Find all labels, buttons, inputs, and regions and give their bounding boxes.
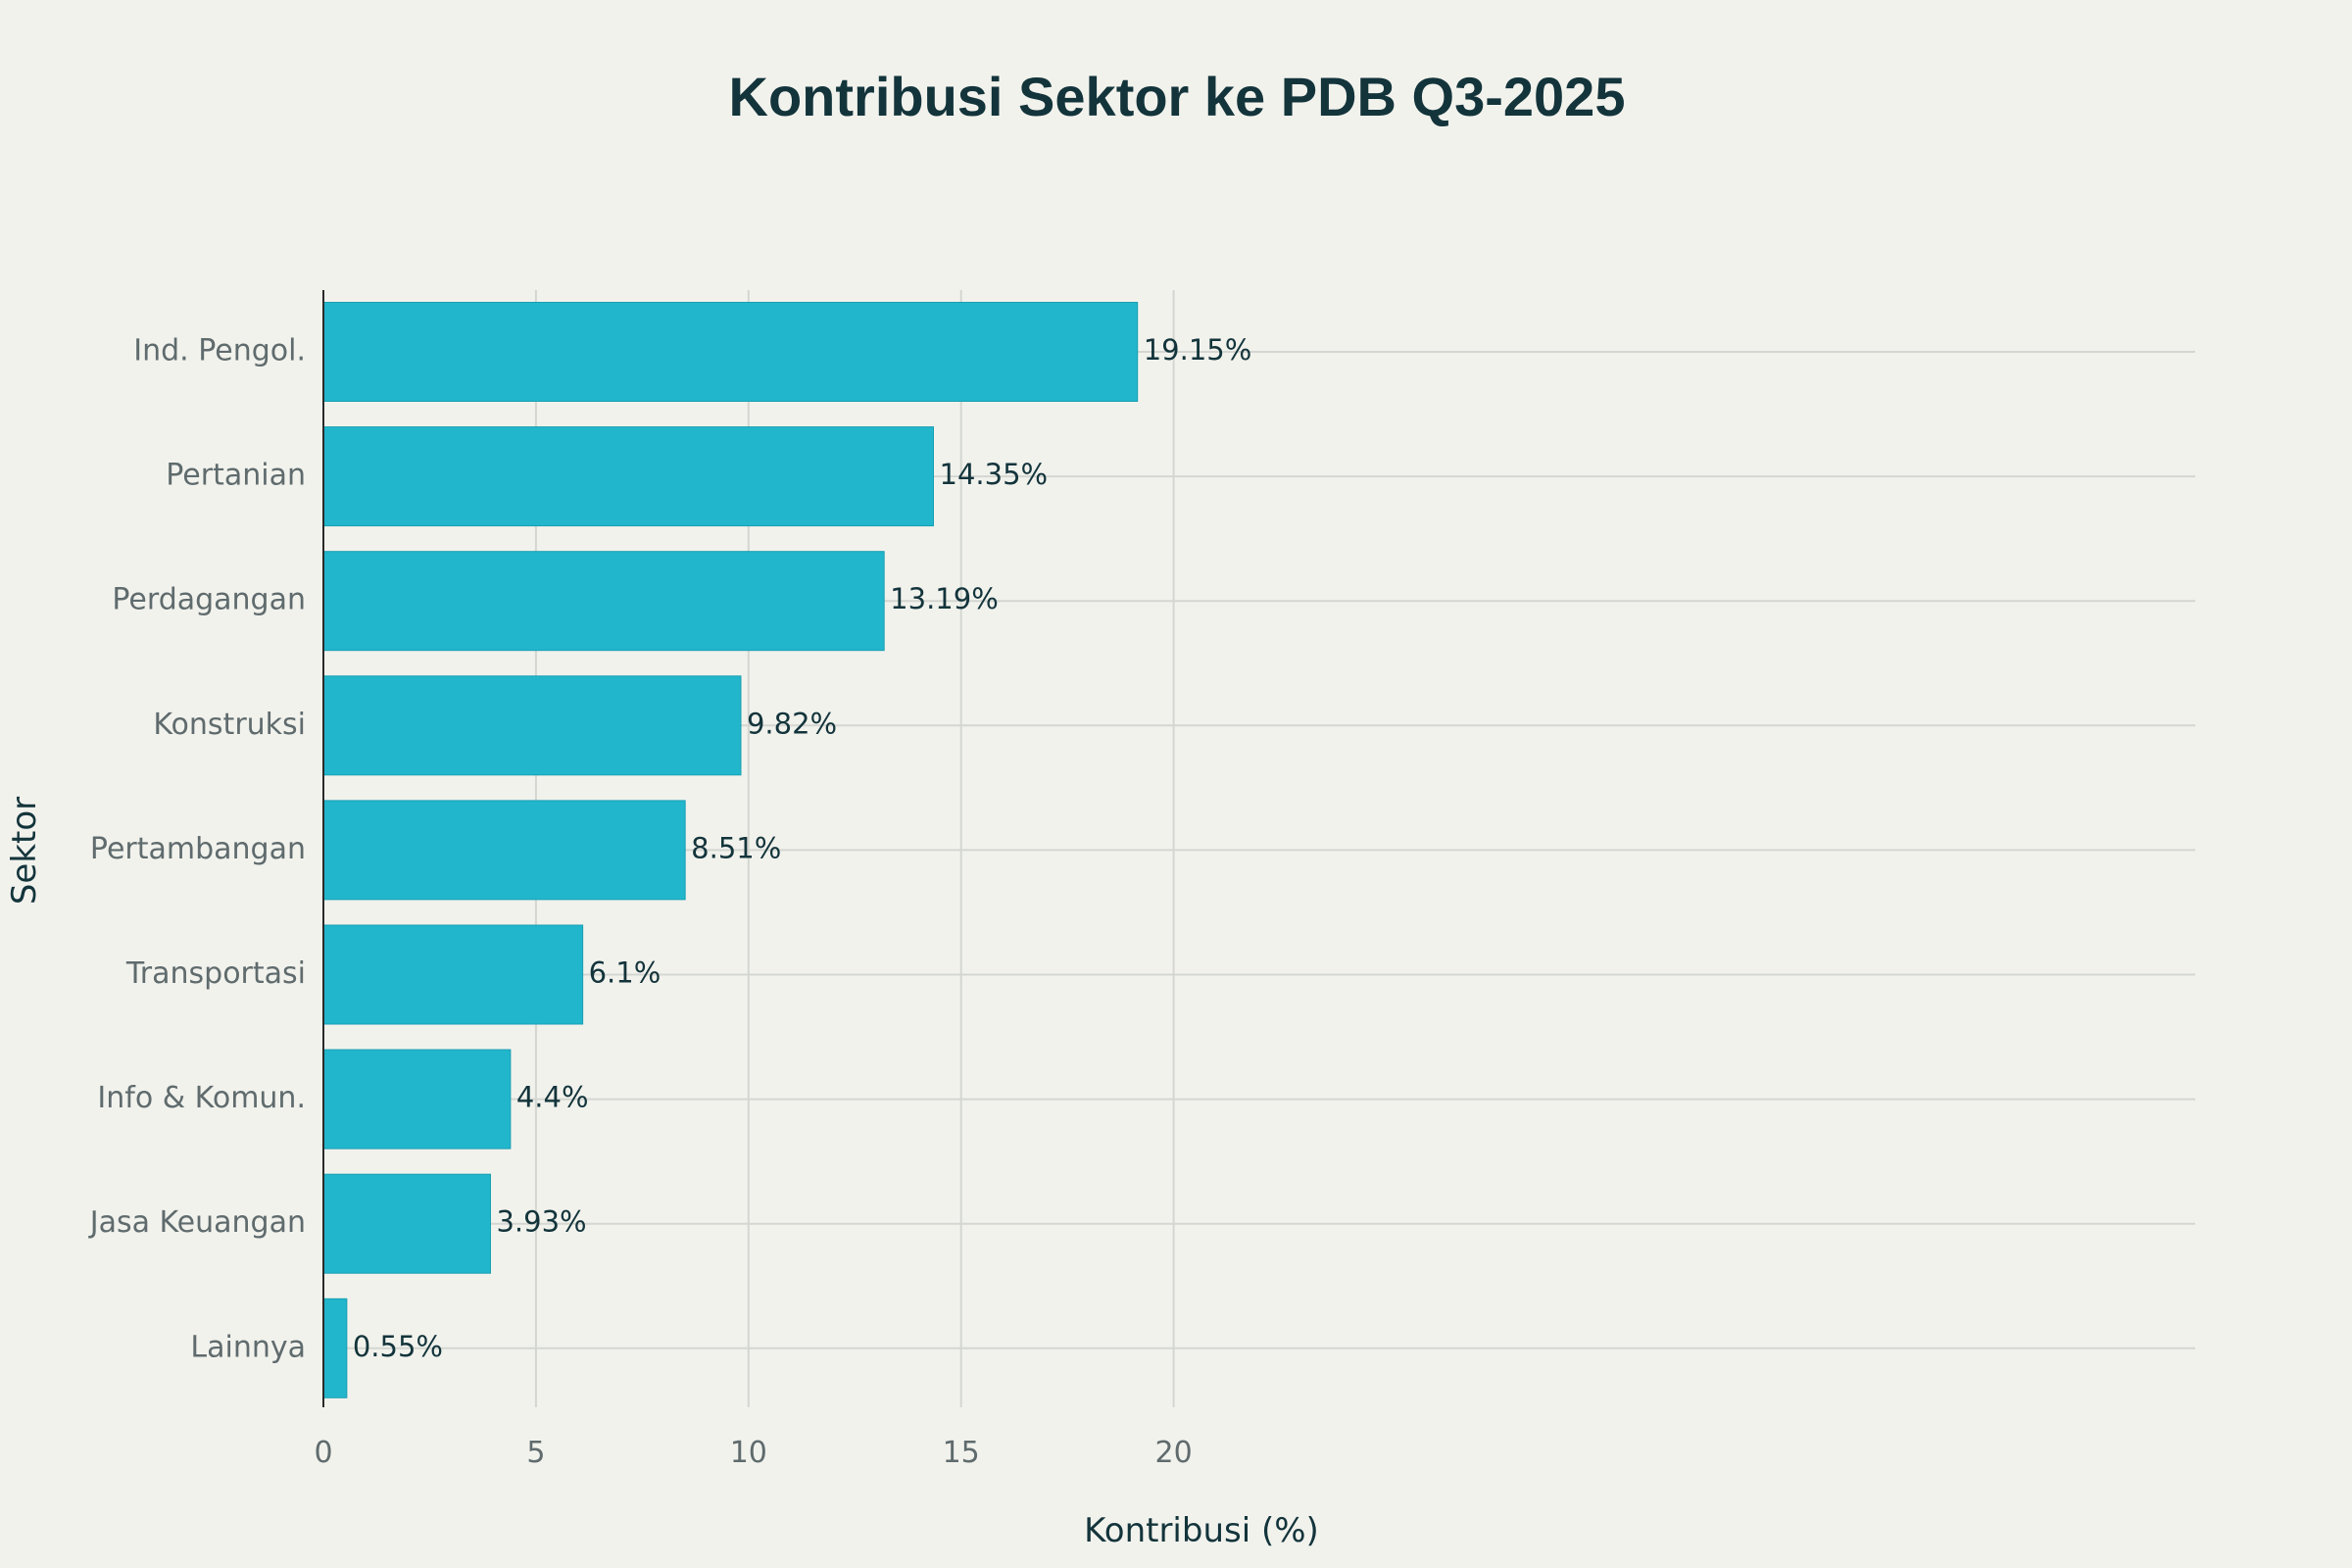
bar: [322, 426, 935, 527]
bar: [322, 1173, 491, 1274]
x-tick-label: 5: [526, 1436, 545, 1470]
data-label: 3.93%: [496, 1205, 586, 1239]
y-tick-label: Konstruksi: [153, 708, 306, 742]
chart-title: Kontribusi Sektor ke PDB Q3-2025: [729, 66, 1626, 127]
y-tick-label: Ind. Pengol.: [133, 334, 306, 368]
x-tick-label: 0: [314, 1436, 332, 1470]
x-tick-label: 10: [730, 1436, 767, 1470]
data-label: 9.82%: [747, 707, 837, 740]
y-tick-label: Lainnya: [190, 1330, 306, 1364]
data-labels: 19.15% 14.35% 13.19% 9.82% 8.51% 6.1% 4.4% 3.93…: [353, 333, 1251, 1363]
bar: [322, 675, 742, 776]
x-tick-labels: 0 5 10 15 20: [314, 1436, 1192, 1470]
data-label: 0.55%: [353, 1330, 443, 1363]
bar: [322, 302, 1139, 402]
bars: [322, 302, 1139, 1398]
bar: [322, 1049, 512, 1150]
bar: [322, 924, 584, 1025]
data-label: 19.15%: [1144, 333, 1252, 367]
y-tick-label: Info & Komun.: [97, 1081, 306, 1115]
x-tick-label: 20: [1155, 1436, 1193, 1470]
y-tick-label: Jasa Keuangan: [88, 1205, 306, 1240]
bar: [322, 1298, 348, 1398]
y-tick-labels: Ind. Pengol. Pertanian Perdagangan Konstruk…: [88, 334, 306, 1365]
x-tick-label: 15: [943, 1436, 980, 1470]
bar: [322, 551, 885, 652]
x-axis-title: Kontribusi (%): [1084, 1511, 1319, 1550]
data-label: 14.35%: [940, 458, 1049, 491]
data-label: 6.1%: [589, 956, 662, 990]
y-tick-label: Transportasi: [125, 956, 306, 991]
y-tick-label: Pertambangan: [90, 832, 306, 866]
y-tick-label: Perdagangan: [112, 583, 306, 617]
data-label: 4.4%: [516, 1081, 589, 1114]
y-tick-label: Pertanian: [166, 459, 306, 493]
y-axis-title: Sektor: [5, 797, 44, 905]
bar: [322, 800, 686, 901]
data-label: 13.19%: [890, 582, 999, 615]
data-label: 8.51%: [691, 831, 781, 864]
